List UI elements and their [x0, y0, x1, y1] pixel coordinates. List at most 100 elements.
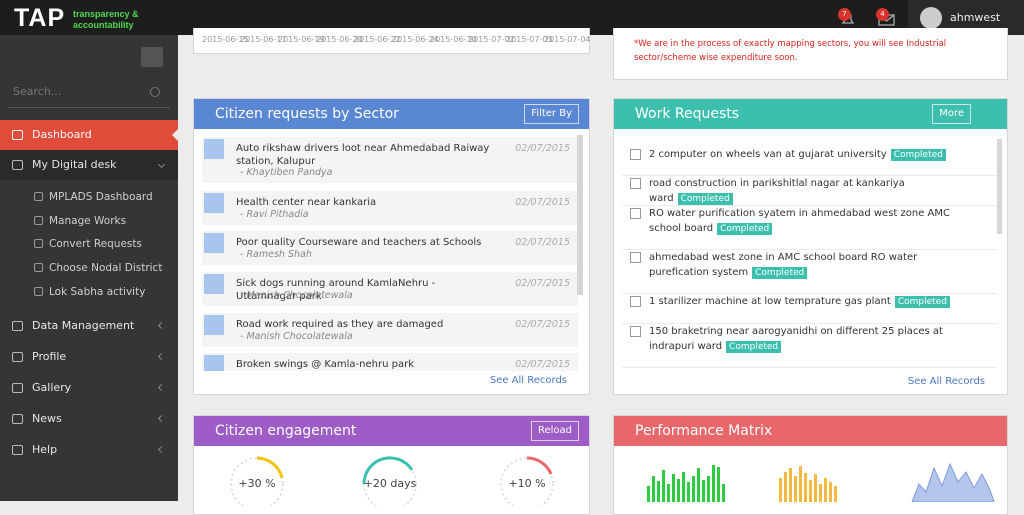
timeline-panel — [193, 28, 590, 54]
work-title: RO water purification syatem in ahmedaba… — [649, 208, 951, 234]
see-all-link[interactable]: See All Records — [907, 376, 985, 387]
caret — [157, 321, 166, 330]
timeline-date: 2015-06-20 — [316, 35, 363, 44]
panel-header: Performance Matrix — [614, 416, 1007, 446]
checkbox[interactable] — [630, 149, 641, 160]
more-button[interactable]: More — [932, 104, 971, 124]
menu-label: Data Management — [32, 319, 135, 332]
menu-item[interactable]: Data Management — [0, 311, 178, 341]
reload-button[interactable]: Reload — [530, 421, 579, 441]
see-all-link[interactable]: See All Records — [489, 375, 567, 386]
work-item[interactable]: ahmedabad west zone in AMC school board … — [622, 250, 997, 294]
citizen-engagement-panel: Citizen engagement Reload +30 % +20 days +… — [193, 415, 590, 515]
work-item[interactable]: 150 braketring near aarogyanidhi on diff… — [622, 324, 997, 368]
caret — [157, 352, 166, 361]
menu-item[interactable]: Help — [0, 435, 178, 465]
bell-icon — [204, 139, 224, 159]
request-author: - Ravi Pithadia — [240, 209, 309, 220]
work-text: 1 starilizer machine at low temprature g… — [649, 294, 969, 310]
work-text: 2 computer on wheels van at gujarat univ… — [649, 147, 969, 163]
submenu-label: Convert Requests — [49, 238, 142, 251]
logo[interactable]: TAP — [14, 4, 66, 32]
submenu-label: Lok Sabha activity — [49, 285, 146, 298]
menu-item[interactable]: Gallery — [0, 373, 178, 403]
request-list: Auto rikshaw drivers loot near Ahmedabad… — [194, 129, 589, 371]
menu-item[interactable]: My Digital desk — [0, 150, 178, 180]
menu-toggle[interactable] — [141, 47, 163, 67]
menu-label: Gallery — [32, 381, 72, 394]
work-item[interactable]: 1 starilizer machine at low temprature g… — [622, 294, 997, 324]
message-badge: 4 — [876, 8, 889, 21]
work-title: road construction in parikshitlal nagar … — [649, 178, 905, 204]
request-title: Health center near kankaria — [236, 197, 377, 208]
timeline-date: 2015-06-15 — [202, 35, 249, 44]
submenu-item[interactable]: Manage Works — [0, 210, 178, 232]
work-item[interactable]: 2 computer on wheels van at gujarat univ… — [622, 147, 997, 176]
work-item[interactable]: road construction in parikshitlal nagar … — [622, 176, 997, 206]
panel-header: Work Requests — [614, 99, 1007, 129]
work-title: 150 braketring near aarogyanidhi on diff… — [649, 326, 943, 352]
request-item[interactable]: Broken swings @ Kamla-nehru park 02/07/20… — [202, 353, 578, 371]
filter-button[interactable]: Filter By — [524, 104, 579, 124]
menu-item[interactable]: Dashboard — [0, 120, 178, 150]
search-placeholder[interactable]: Search... — [13, 85, 62, 98]
request-item[interactable]: Sick dogs running around KamlaNehru - Ut… — [202, 272, 578, 306]
request-date: 02/07/2015 — [515, 278, 570, 289]
bell-icon — [204, 355, 224, 371]
menu-label: My Digital desk — [32, 158, 117, 171]
menu-icon — [12, 445, 23, 455]
request-item[interactable]: Health center near kankaria 02/07/2015 - R… — [202, 191, 578, 225]
tagline: transparency & — [73, 9, 139, 19]
submenu-icon — [34, 286, 43, 296]
menu-icon — [12, 383, 23, 393]
request-title: Road work required as they are damaged — [236, 319, 444, 330]
work-text: RO water purification syatem in ahmedaba… — [649, 206, 969, 237]
active-pointer — [172, 128, 179, 142]
gauge-value: +10 % — [508, 477, 546, 490]
caret — [157, 414, 166, 423]
menu-label: Dashboard — [32, 128, 92, 141]
checkbox[interactable] — [630, 296, 641, 307]
menu-item[interactable]: News — [0, 404, 178, 434]
work-text: ahmedabad west zone in AMC school board … — [649, 250, 969, 281]
bell-icon — [204, 315, 224, 335]
menu-label: News — [32, 412, 62, 425]
request-item[interactable]: Auto rikshaw drivers loot near Ahmedabad… — [202, 137, 578, 183]
panel-header: Citizen engagement — [194, 416, 589, 446]
notice: *We are in the process of exactly mappin… — [634, 39, 947, 63]
submenu-item[interactable]: Choose Nodal District — [0, 257, 178, 279]
submenu-icon — [34, 215, 43, 225]
tagline: accountability — [73, 20, 134, 30]
menu-icon — [12, 160, 23, 170]
checkbox[interactable] — [630, 178, 641, 189]
request-item[interactable]: Poor quality Courseware and teachers at … — [202, 231, 578, 265]
request-author: - Ramesh Shah — [240, 249, 312, 260]
submenu-item[interactable]: Lok Sabha activity — [0, 281, 178, 303]
submenu-item[interactable]: MPLADS Dashboard — [0, 186, 178, 208]
panel-header: Citizen requests by Sector — [194, 99, 589, 129]
avatar — [920, 7, 942, 29]
checkbox[interactable] — [630, 252, 641, 263]
mini-charts — [647, 462, 995, 502]
work-requests-panel: Work Requests More 2 computer on wheels … — [613, 98, 1008, 395]
caret — [157, 445, 166, 454]
gauges — [230, 456, 554, 506]
request-title: Poor quality Courseware and teachers at … — [236, 237, 482, 248]
work-item[interactable]: RO water purification syatem in ahmedaba… — [622, 206, 997, 250]
request-author: - Khaytiben Pandya — [240, 167, 333, 178]
timeline-date: 2015-07-04 — [544, 35, 591, 44]
checkbox[interactable] — [630, 208, 641, 219]
menu-label: Help — [32, 443, 58, 456]
timeline-date: 2015-07-02 — [468, 35, 515, 44]
request-date: 02/07/2015 — [515, 237, 570, 248]
menu-item[interactable]: Profile — [0, 342, 178, 372]
username: ahmwest — [950, 11, 1001, 24]
submenu-label: Manage Works — [49, 214, 127, 227]
timeline-date: 2015-06-30 — [430, 35, 477, 44]
menu-icon — [12, 130, 23, 140]
request-item[interactable]: Road work required as they are damaged 02… — [202, 313, 578, 347]
submenu-item[interactable]: Convert Requests — [0, 233, 178, 255]
checkbox[interactable] — [630, 326, 641, 337]
menu-icon — [12, 352, 23, 362]
